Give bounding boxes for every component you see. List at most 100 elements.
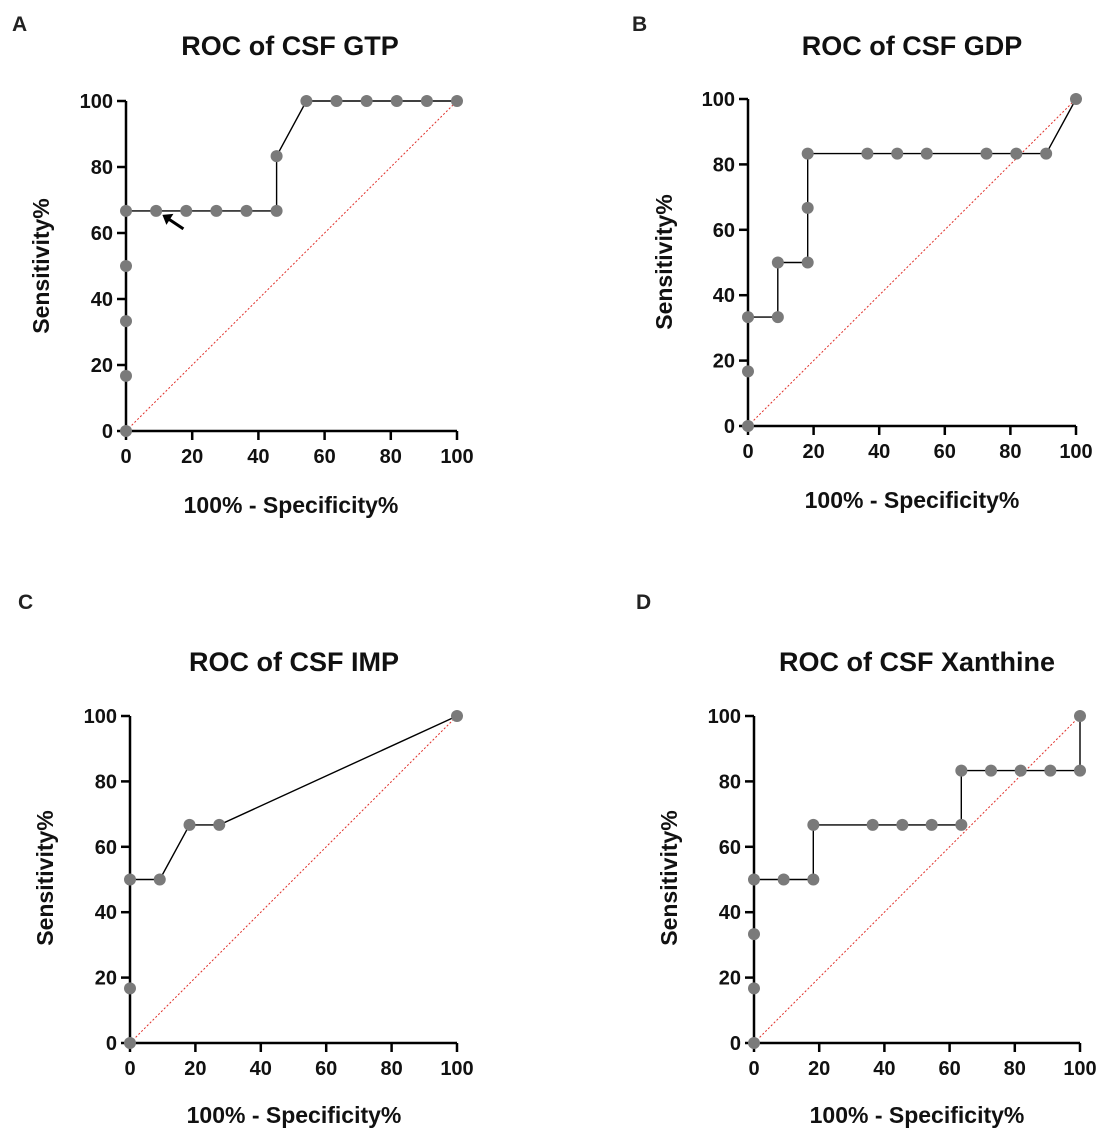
roc-point	[861, 147, 874, 160]
panel-letter: D	[636, 591, 651, 614]
y-tick-label: 80	[95, 771, 117, 793]
roc-point	[270, 204, 283, 217]
chart-title: ROC of CSF Xanthine	[779, 647, 1055, 677]
roc-point	[120, 315, 132, 328]
roc-point	[240, 204, 253, 217]
y-tick-label: 20	[719, 968, 741, 990]
y-tick-label: 20	[91, 355, 113, 377]
roc-point	[124, 873, 136, 886]
x-tick-label: 40	[247, 446, 269, 468]
x-axis-label: 100% - Specificity%	[187, 1102, 402, 1128]
x-tick-label: 20	[802, 441, 824, 463]
y-tick-label: 20	[95, 968, 117, 990]
roc-point	[742, 420, 754, 432]
chart-title: ROC of CSF GDP	[802, 31, 1023, 61]
roc-point	[807, 818, 820, 831]
arrow-annotation	[167, 217, 185, 231]
roc-point	[360, 95, 373, 107]
roc-point	[955, 818, 968, 831]
roc-point	[896, 818, 909, 831]
roc-point	[183, 818, 196, 831]
roc-point	[1070, 93, 1082, 105]
roc-point	[985, 764, 998, 777]
roc-point	[742, 311, 754, 324]
panel-letter: B	[632, 13, 647, 36]
roc-point	[330, 95, 343, 107]
x-tick-label: 0	[120, 446, 131, 468]
y-axis-label: Sensitivity%	[32, 810, 58, 946]
roc-point	[1074, 710, 1086, 722]
x-tick-label: 0	[124, 1058, 135, 1080]
roc-point	[748, 982, 760, 995]
y-tick-label: 0	[102, 421, 113, 443]
y-tick-label: 40	[91, 289, 113, 311]
arrow-annotation-head	[162, 213, 174, 225]
y-axis-label: Sensitivity%	[651, 194, 677, 330]
y-axis-label: Sensitivity%	[656, 810, 682, 946]
roc-point	[980, 147, 993, 160]
roc-point	[771, 256, 784, 269]
roc-point	[124, 1037, 136, 1049]
x-tick-label: 60	[315, 1058, 337, 1080]
roc-point	[748, 873, 760, 886]
roc-point	[390, 95, 403, 107]
x-tick-label: 100	[1063, 1058, 1096, 1080]
chart-panel-c: C ROC of CSF IMP 100% - Specificity% Sensit…	[18, 591, 474, 1128]
roc-point	[866, 818, 879, 831]
roc-point	[210, 204, 223, 217]
x-tick-label: 20	[184, 1058, 206, 1080]
x-tick-label: 60	[938, 1058, 960, 1080]
roc-point	[180, 204, 193, 217]
x-tick-label: 0	[748, 1058, 759, 1080]
x-tick-label: 40	[250, 1058, 272, 1080]
roc-point	[1074, 764, 1086, 777]
roc-point	[801, 256, 814, 269]
roc-point	[891, 147, 904, 160]
roc-point	[1014, 764, 1027, 777]
y-tick-label: 80	[713, 154, 735, 176]
x-tick-label: 100	[440, 446, 473, 468]
y-tick-label: 40	[719, 902, 741, 924]
x-tick-label: 100	[440, 1058, 473, 1080]
x-axis-label: 100% - Specificity%	[810, 1102, 1025, 1128]
roc-point	[153, 873, 166, 886]
y-tick-label: 60	[91, 223, 113, 245]
y-tick-label: 0	[724, 416, 735, 438]
chart-panel-a: A ROC of CSF GTP 100% - Specificity% Sensit…	[12, 13, 474, 518]
chart-panel-b: B ROC of CSF GDP 100% - Specificity% Sensit…	[632, 13, 1093, 513]
x-tick-label: 60	[934, 441, 956, 463]
y-tick-label: 100	[702, 89, 735, 111]
roc-point	[120, 204, 132, 217]
roc-point	[801, 201, 814, 214]
roc-point	[1044, 764, 1057, 777]
y-tick-label: 80	[719, 771, 741, 793]
y-tick-label: 0	[106, 1033, 117, 1055]
roc-point	[213, 818, 226, 831]
x-tick-label: 0	[742, 441, 753, 463]
y-tick-label: 80	[91, 157, 113, 179]
roc-point	[771, 311, 784, 324]
roc-point	[777, 873, 790, 886]
x-tick-label: 40	[873, 1058, 895, 1080]
roc-point	[150, 204, 163, 217]
y-tick-label: 40	[713, 285, 735, 307]
chart-title: ROC of CSF IMP	[189, 647, 399, 677]
x-tick-label: 80	[1004, 1058, 1026, 1080]
roc-point	[124, 982, 136, 995]
roc-point	[807, 873, 820, 886]
roc-point	[120, 425, 132, 437]
chart-panel-d: D ROC of CSF Xanthine 100% - Specificity% S…	[636, 591, 1097, 1128]
y-tick-label: 0	[730, 1033, 741, 1055]
reference-diagonal-line	[129, 715, 458, 1044]
roc-point	[748, 1037, 760, 1049]
roc-point	[1040, 147, 1053, 160]
x-tick-label: 40	[868, 441, 890, 463]
roc-point	[920, 147, 933, 160]
y-tick-label: 40	[95, 902, 117, 924]
x-tick-label: 80	[380, 446, 402, 468]
roc-point	[1010, 147, 1023, 160]
x-axis-label: 100% - Specificity%	[805, 487, 1020, 513]
panel-letter: C	[18, 591, 33, 614]
roc-point	[451, 95, 463, 107]
